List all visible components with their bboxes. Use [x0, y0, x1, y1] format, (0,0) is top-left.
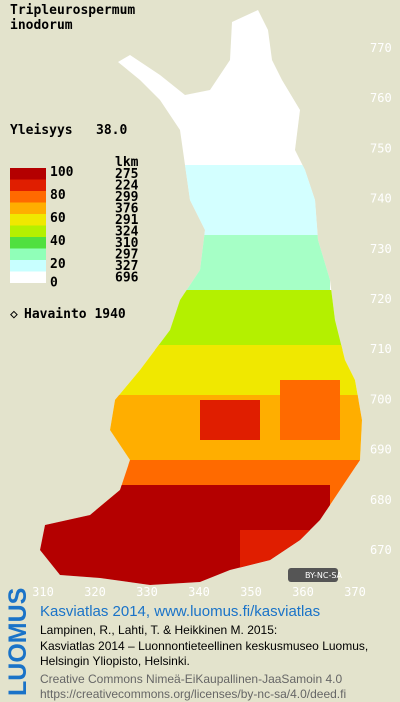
legend-swatch: [10, 179, 46, 191]
citation: Lampinen, R., Lahti, T. & Heikkinen M. 2…: [40, 623, 277, 637]
legend-swatch: [10, 248, 46, 260]
x-tick-label: 370: [344, 585, 366, 599]
legend-count: 297: [115, 248, 138, 263]
legend-count: 291: [115, 213, 139, 228]
title-line: inodorum: [10, 18, 73, 33]
badge-text: BY-NC-SA: [305, 571, 343, 580]
y-tick-label: 690: [370, 443, 392, 457]
legend-count: 224: [115, 179, 139, 194]
y-tick-label: 670: [370, 543, 392, 557]
frequency-label: Yleisyys: [10, 123, 73, 138]
legend-count: 310: [115, 236, 139, 251]
x-tick-label: 360: [292, 585, 314, 599]
citation: Helsingin Yliopisto, Helsinki.: [40, 654, 190, 668]
license: https://creativecommons.org/licenses/by-…: [40, 687, 346, 701]
observation-symbol: ◇: [10, 307, 18, 322]
x-tick-label: 320: [84, 585, 106, 599]
citation: Kasviatlas 2014 – Luonnontieteellinen ke…: [40, 639, 368, 653]
y-tick-label: 750: [370, 141, 392, 155]
frequency-value: 38.0: [96, 123, 127, 138]
y-tick-label: 700: [370, 392, 392, 406]
legend-count: 327: [115, 259, 138, 274]
y-tick-label: 710: [370, 342, 392, 356]
y-tick-label: 730: [370, 242, 392, 256]
legend-swatch: [10, 214, 46, 226]
legend-count: 696: [115, 271, 139, 286]
license-badge: [288, 568, 338, 582]
x-tick-label: 350: [240, 585, 262, 599]
x-tick-label: 310: [32, 585, 54, 599]
legend-scale-label: 20: [50, 257, 66, 272]
y-tick-label: 740: [370, 192, 392, 206]
footer-heading: Kasviatlas 2014, www.luomus.fi/kasviatla…: [40, 603, 320, 620]
y-tick-label: 760: [370, 91, 392, 105]
observation-label: Havainto 1940: [24, 307, 126, 322]
legend-count: 299: [115, 190, 138, 205]
license: Creative Commons Nimeä-EiKaupallinen-Jaa…: [40, 672, 342, 686]
legend-scale-label: 40: [50, 234, 66, 249]
legend-swatch: [10, 260, 46, 272]
legend-scale-label: 80: [50, 188, 66, 203]
y-tick-label: 720: [370, 292, 392, 306]
legend-count: 324: [115, 225, 139, 240]
legend-swatch: [10, 271, 46, 283]
legend-swatch: [10, 168, 46, 180]
legend-header: lkm: [115, 155, 139, 170]
legend-count: 275: [115, 167, 138, 182]
x-tick-label: 330: [136, 585, 158, 599]
legend-scale-label: 100: [50, 165, 74, 180]
legend-swatch: [10, 237, 46, 249]
legend-count: 376: [115, 202, 139, 217]
logo: LUOMUS: [4, 588, 32, 696]
title-line: Tripleurospermum: [10, 3, 135, 18]
legend-swatch: [10, 225, 46, 237]
y-tick-label: 680: [370, 493, 392, 507]
legend-scale-label: 0: [50, 275, 58, 290]
y-tick-label: 770: [370, 41, 392, 55]
legend-scale-label: 60: [50, 211, 66, 226]
legend-swatch: [10, 191, 46, 203]
x-tick-label: 340: [188, 585, 210, 599]
legend-swatch: [10, 202, 46, 214]
